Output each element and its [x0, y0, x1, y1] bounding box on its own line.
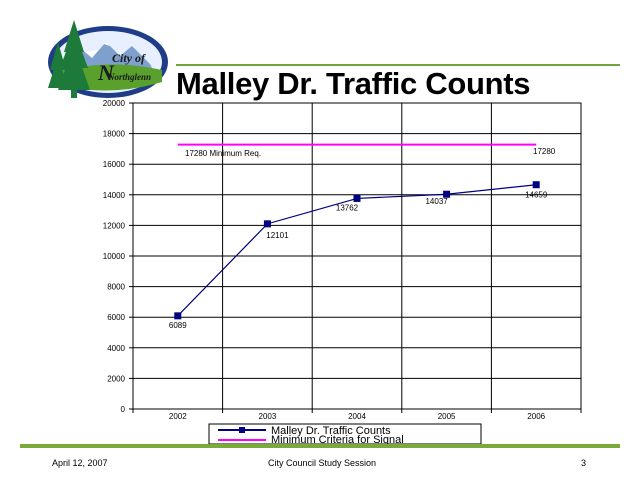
xtick-label-2002: 2002: [169, 412, 187, 421]
ytick-label-0: 0: [121, 405, 126, 414]
chart-legend: Malley Dr. Traffic Counts Minimum Criter…: [208, 423, 482, 446]
footer-session: City Council Study Session: [268, 458, 377, 468]
legend-marker-counts: [239, 427, 245, 433]
point-2005: [443, 190, 451, 198]
point-2003: [263, 220, 271, 228]
xtick-label-2004: 2004: [348, 412, 366, 421]
footer-rule: [20, 444, 620, 448]
annotation-minimum-req: 17280 Minimum Req.: [185, 149, 261, 158]
logo-text-top: City of: [112, 51, 146, 65]
ytick-label-2: 4000: [107, 344, 125, 353]
point-2006: [532, 181, 540, 189]
ytick-label-5: 10000: [103, 252, 126, 261]
ytick-label-9: 18000: [103, 130, 126, 139]
page-number: 3: [581, 458, 587, 468]
xtick-label-2005: 2005: [438, 412, 456, 421]
ytick-label-1: 2000: [107, 374, 125, 383]
ytick-label-3: 6000: [107, 313, 125, 322]
data-label-2003: 12101: [266, 231, 289, 240]
data-label-2006: 14659: [525, 191, 548, 200]
ytick-label-10: 20000: [103, 99, 126, 108]
ytick-label-4: 8000: [107, 283, 125, 292]
legend-label-counts: Malley Dr. Traffic Counts: [271, 425, 391, 437]
data-label-2002: 6089: [169, 321, 187, 330]
legend-label-minimum: Minimum Criteria for Signal: [271, 434, 404, 446]
data-label-2005: 14037: [425, 197, 448, 206]
xtick-label-2006: 2006: [527, 412, 545, 421]
title-rule: [176, 64, 620, 66]
point-2004: [353, 194, 361, 202]
data-label-2004: 13762: [336, 203, 359, 212]
city-logo: N City of Northglenn: [48, 20, 168, 98]
annotation-minimum-value: 17280: [533, 147, 556, 156]
ytick-label-6: 12000: [103, 221, 126, 230]
logo-initial: N: [97, 60, 115, 85]
logo-text-bottom: Northglenn: [107, 72, 151, 82]
xtick-label-2003: 2003: [259, 412, 277, 421]
ytick-label-8: 16000: [103, 160, 126, 169]
footer-date: April 12, 2007: [52, 458, 108, 468]
point-2002: [174, 312, 182, 320]
ytick-label-7: 14000: [103, 191, 126, 200]
slide-title: Malley Dr. Traffic Counts: [176, 66, 531, 101]
